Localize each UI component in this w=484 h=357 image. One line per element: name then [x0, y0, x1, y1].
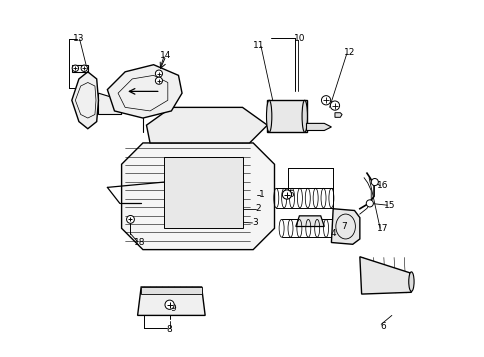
Polygon shape: [141, 287, 201, 294]
Text: 1: 1: [258, 190, 264, 199]
Polygon shape: [306, 124, 331, 131]
Text: 4: 4: [330, 229, 335, 238]
Polygon shape: [107, 65, 182, 118]
Polygon shape: [334, 113, 341, 117]
Text: 12: 12: [343, 48, 354, 57]
Polygon shape: [295, 216, 324, 226]
Text: 10: 10: [293, 34, 304, 42]
Circle shape: [365, 200, 373, 207]
Ellipse shape: [408, 272, 413, 291]
Polygon shape: [121, 143, 274, 250]
Text: 9: 9: [170, 304, 176, 313]
Polygon shape: [331, 209, 359, 244]
Circle shape: [321, 96, 330, 105]
Polygon shape: [164, 157, 242, 228]
Text: 7: 7: [340, 222, 346, 231]
Circle shape: [165, 300, 174, 310]
Text: 17: 17: [377, 224, 388, 233]
Circle shape: [81, 65, 87, 71]
Circle shape: [126, 216, 134, 223]
Circle shape: [370, 178, 378, 186]
Text: 18: 18: [134, 238, 145, 247]
Text: 13: 13: [72, 34, 84, 42]
Text: 5: 5: [288, 190, 294, 199]
Circle shape: [72, 65, 78, 71]
Text: 3: 3: [252, 218, 257, 227]
Circle shape: [282, 190, 291, 199]
Circle shape: [155, 77, 162, 84]
Text: 15: 15: [383, 201, 395, 210]
Ellipse shape: [302, 100, 307, 132]
Ellipse shape: [266, 100, 271, 132]
Text: 2: 2: [255, 204, 261, 213]
Text: 14: 14: [160, 51, 171, 60]
Circle shape: [330, 101, 339, 110]
Text: 11: 11: [252, 41, 264, 50]
Polygon shape: [72, 72, 98, 129]
Text: 8: 8: [166, 325, 172, 334]
Polygon shape: [267, 100, 306, 132]
Polygon shape: [146, 107, 267, 143]
Circle shape: [155, 70, 162, 77]
Text: 16: 16: [377, 181, 388, 190]
Polygon shape: [359, 257, 410, 294]
Polygon shape: [137, 287, 205, 316]
Text: 6: 6: [379, 322, 385, 331]
Polygon shape: [98, 93, 121, 115]
